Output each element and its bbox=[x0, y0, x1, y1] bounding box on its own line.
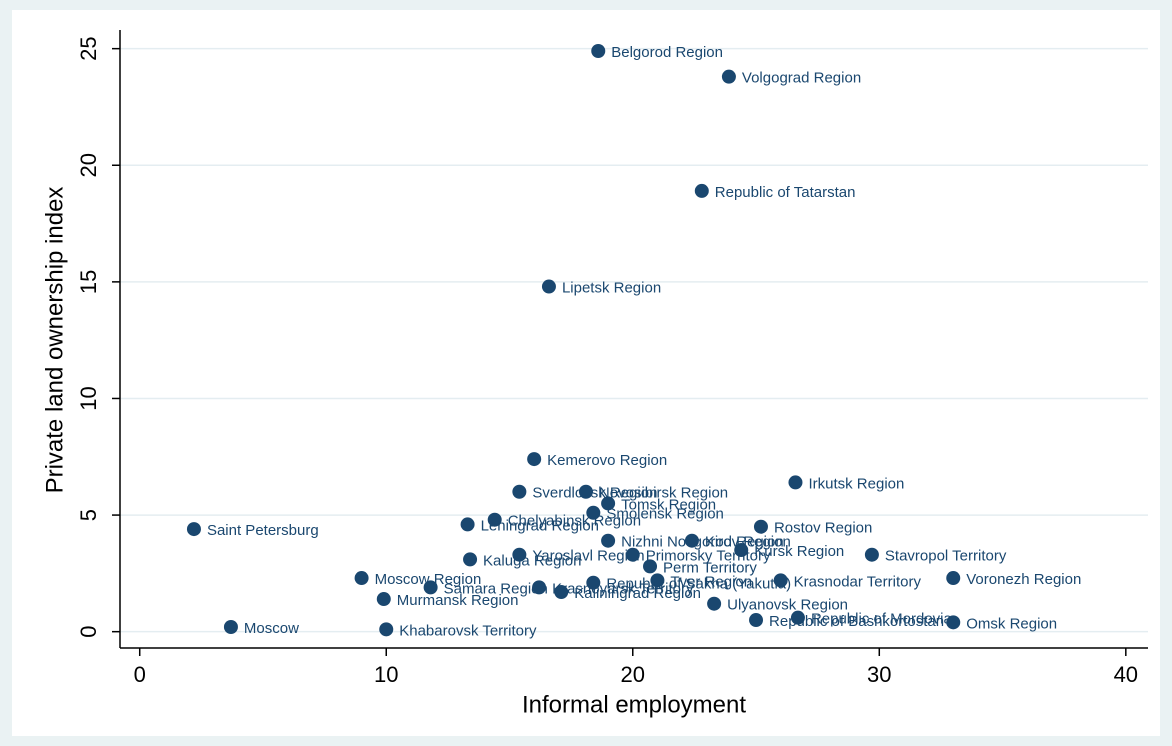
point-label: Ulyanovsk Region bbox=[727, 597, 848, 614]
point bbox=[749, 613, 764, 628]
point bbox=[512, 484, 527, 499]
point-label: Krasnodar Territory bbox=[794, 573, 922, 590]
point bbox=[721, 69, 736, 84]
point-label: Saint Petersburg bbox=[207, 522, 319, 539]
point bbox=[684, 533, 699, 548]
point-label: Perm Territory bbox=[663, 559, 757, 576]
point bbox=[601, 533, 616, 548]
point bbox=[601, 496, 616, 511]
point bbox=[650, 573, 665, 588]
point bbox=[512, 547, 527, 562]
marks: Belgorod Region Volgograd Region Republic … bbox=[186, 43, 1081, 639]
point bbox=[694, 183, 709, 198]
point bbox=[586, 505, 601, 520]
point-label: Kaluga Region bbox=[483, 552, 581, 569]
point bbox=[223, 620, 238, 635]
point-label: Tver Region bbox=[670, 573, 752, 590]
point-label: Yaroslavl Region bbox=[532, 548, 644, 565]
point bbox=[186, 522, 201, 537]
point bbox=[578, 484, 593, 499]
y-tick-label: 15 bbox=[76, 270, 101, 294]
x-tick-label: 0 bbox=[134, 662, 146, 687]
point-label: Voronezh Region bbox=[966, 571, 1081, 588]
point-label: Omsk Region bbox=[966, 615, 1057, 632]
point-label: Republic of Bashkortostan bbox=[769, 613, 944, 630]
x-tick-label: 30 bbox=[867, 662, 891, 687]
y-tick-label: 25 bbox=[76, 36, 101, 60]
point-label: Chelyabinsk Region bbox=[508, 513, 641, 530]
grid bbox=[120, 47, 1148, 633]
point-label: Murmansk Region bbox=[397, 592, 519, 609]
y-tick-label: 5 bbox=[76, 509, 101, 521]
point-label: Irkutsk Region bbox=[808, 475, 904, 492]
point bbox=[773, 573, 788, 588]
point bbox=[532, 580, 547, 595]
point-label: Sverdlovsk Region bbox=[532, 485, 657, 502]
point bbox=[707, 596, 722, 611]
point-label: Leningrad Region bbox=[481, 517, 599, 534]
plot-region bbox=[12, 10, 1160, 736]
point-label: Lipetsk Region bbox=[562, 279, 661, 296]
point-label: Rostov Region bbox=[774, 520, 872, 537]
point-label: Republic of Sakha (Yakutia) bbox=[606, 576, 791, 593]
point-label: Primorsky Territory bbox=[646, 548, 771, 565]
x-axis-title: Informal employment bbox=[522, 691, 746, 718]
point-label: Kaliningrad Region bbox=[574, 585, 701, 602]
x-tick-label: 10 bbox=[374, 662, 398, 687]
point-label: Republic of Mordovia bbox=[811, 611, 953, 628]
point bbox=[541, 279, 556, 294]
point-label: Volgograd Region bbox=[742, 70, 861, 87]
y-tick-label: 20 bbox=[76, 153, 101, 177]
point-label: Moscow bbox=[244, 620, 299, 637]
point bbox=[554, 585, 569, 600]
point bbox=[591, 43, 606, 58]
x-tick-label: 40 bbox=[1114, 662, 1138, 687]
point-label: Stavropol Territory bbox=[885, 548, 1007, 565]
point-label: Kirov Region bbox=[705, 534, 791, 551]
point bbox=[864, 547, 879, 562]
point bbox=[946, 615, 961, 630]
point bbox=[527, 452, 542, 467]
point bbox=[586, 575, 601, 590]
point-label: Krasnoyarsk Territory bbox=[552, 580, 694, 597]
point bbox=[734, 543, 749, 558]
point bbox=[354, 571, 369, 586]
point-label: Smolensk Region bbox=[606, 506, 724, 523]
point bbox=[379, 622, 394, 637]
point-label: Novosibirsk Region bbox=[599, 485, 728, 502]
x-tick-label: 20 bbox=[621, 662, 645, 687]
point-label: Republic of Tatarstan bbox=[715, 184, 856, 201]
point bbox=[423, 580, 438, 595]
point bbox=[643, 559, 658, 574]
point-label: Kursk Region bbox=[754, 543, 844, 560]
point-label: Kemerovo Region bbox=[547, 452, 667, 469]
point bbox=[376, 592, 391, 607]
point bbox=[753, 519, 768, 534]
point bbox=[788, 475, 803, 490]
point-label: Tomsk Region bbox=[621, 496, 716, 513]
point-label: Belgorod Region bbox=[611, 44, 723, 61]
y-tick-label: 10 bbox=[76, 386, 101, 410]
y-tick-label: 0 bbox=[76, 626, 101, 638]
point bbox=[463, 552, 478, 567]
point bbox=[946, 571, 961, 586]
point-label: Khabarovsk Territory bbox=[399, 622, 537, 639]
point-label: Samara Region bbox=[444, 580, 548, 597]
point bbox=[460, 517, 475, 532]
point-label: Moscow Region bbox=[375, 571, 482, 588]
y-axis-title: Private land ownership index bbox=[41, 187, 68, 494]
point bbox=[790, 610, 805, 625]
point bbox=[625, 547, 640, 562]
point bbox=[487, 512, 502, 527]
